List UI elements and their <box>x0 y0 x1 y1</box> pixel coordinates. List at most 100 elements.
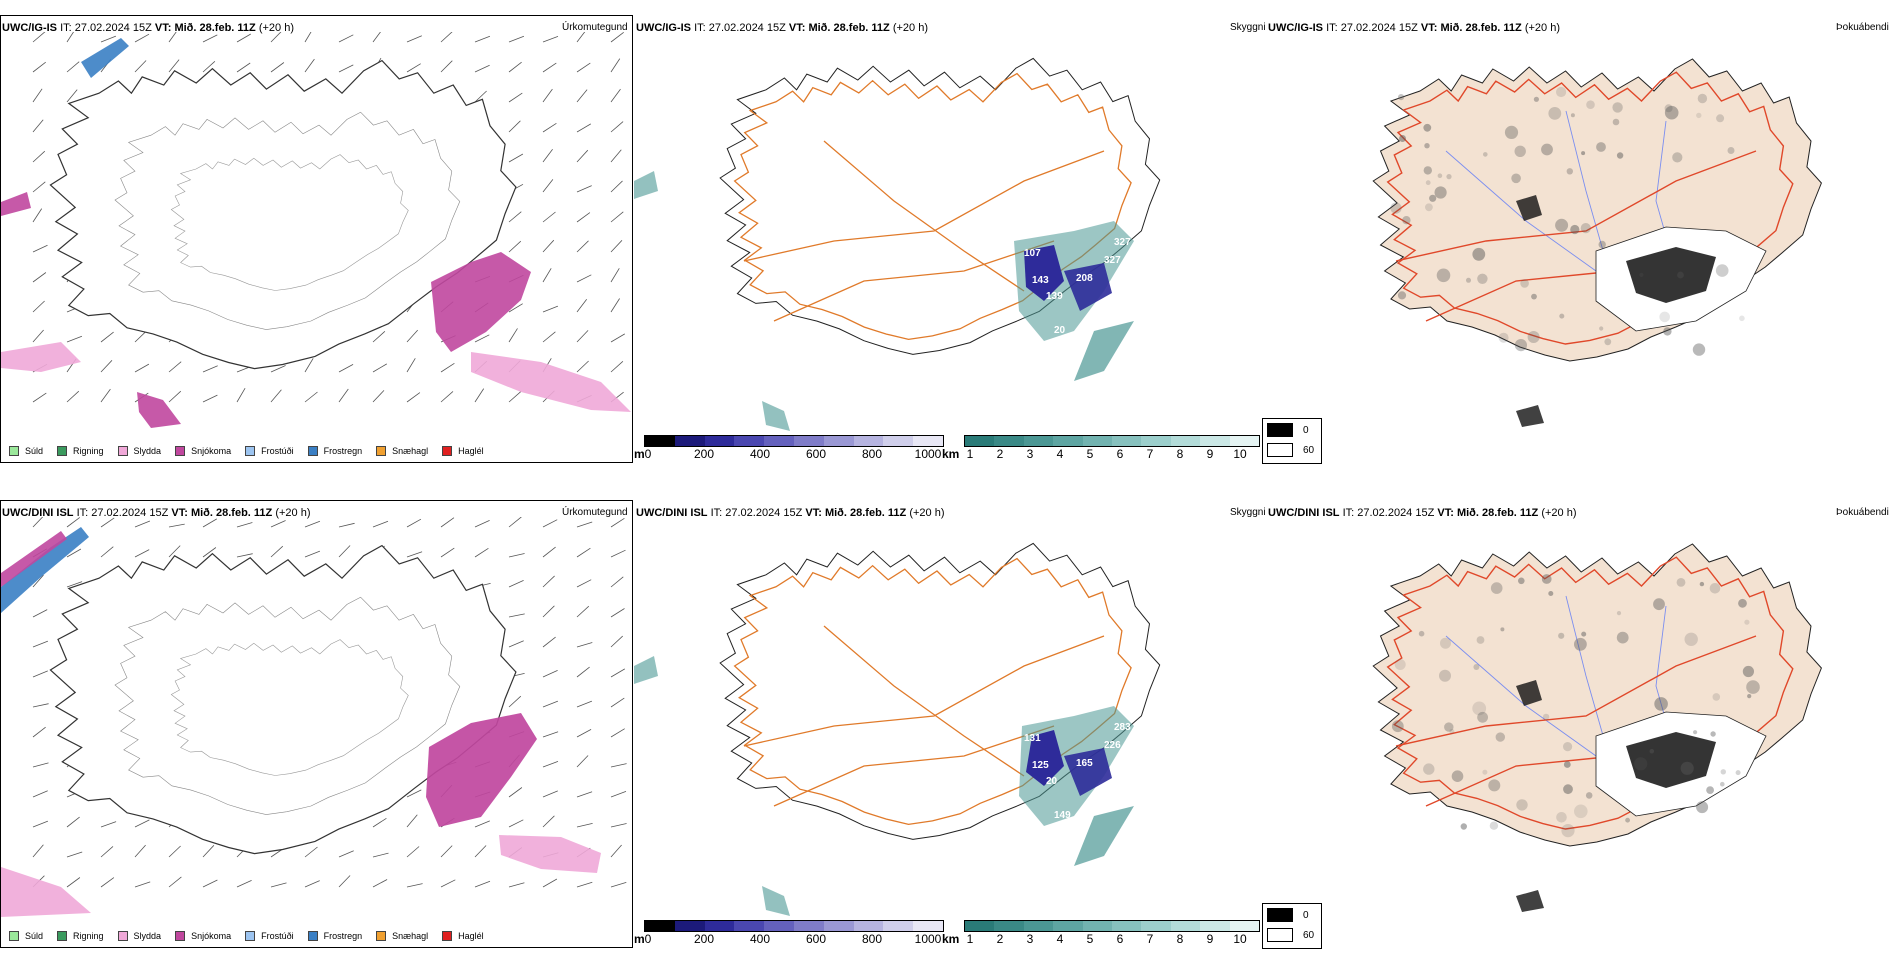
colorbar-segment <box>913 921 943 931</box>
precip-legend: Súld Rigning Slydda Snjókoma Frostúði Frostre… <box>9 931 498 941</box>
legend-label: Snæhagl <box>392 446 429 456</box>
colorbar-tick: 3 <box>1026 447 1034 461</box>
lead-time: (+20 h) <box>275 507 311 519</box>
fog-legend-label: 60 <box>1303 444 1315 456</box>
colorbar-segment <box>1229 921 1260 931</box>
visibility-value-label: 226 <box>1104 740 1121 751</box>
legend-label: Súld <box>25 931 44 941</box>
visibility-m-colorbar <box>644 435 944 447</box>
colorbar-tick: 6 <box>1116 932 1124 946</box>
colorbar-segment <box>1170 436 1201 446</box>
fog-legend-item: 0 <box>1267 423 1309 437</box>
colorbar-segment <box>823 921 854 931</box>
colorbar-tick: 8 <box>1176 447 1184 461</box>
lead-time: (+20 h) <box>892 22 928 34</box>
fog-legend-swatch <box>1267 908 1293 922</box>
panel-header: UWC/DINI ISL IT: 27.02.2024 15Z VT: Mið.… <box>1268 507 1577 519</box>
valid-time-label: VT: <box>1437 507 1454 519</box>
precip-areas <box>1 527 601 917</box>
colorbar-segment <box>734 921 765 931</box>
colorbar-segment <box>883 921 914 931</box>
product-title: Úrkomutegund <box>562 507 628 518</box>
legend-label: Slydda <box>133 931 162 941</box>
colorbar-segment <box>645 921 675 931</box>
legend-item: Rigning <box>57 931 104 941</box>
precip-map <box>1 32 631 428</box>
valid-time-value: Mið. 28.feb. 11Z <box>1440 22 1522 34</box>
legend-label: Snjókoma <box>191 931 232 941</box>
legend-item: Frostúði <box>245 446 294 456</box>
iceland-coastline <box>719 542 1161 840</box>
valid-time-value: Mið. 28.feb. 11Z <box>174 22 256 34</box>
colorbar-segment <box>674 436 705 446</box>
colorbar-segment <box>764 921 794 931</box>
valid-time-value: Mið. 28.feb. 11Z <box>808 22 890 34</box>
colorbar-unit: m <box>634 447 645 461</box>
precip-type-panel: Súld Rigning Slydda Snjókoma Frostúði Frostre… <box>0 15 633 463</box>
legend-item: Rigning <box>57 446 104 456</box>
colorbar-tick: 0 <box>644 932 652 946</box>
colorbar-tick: 0 <box>644 447 652 461</box>
colorbar-tick: 600 <box>805 447 827 461</box>
colorbar-segment <box>823 436 854 446</box>
colorbar-tick: 4 <box>1056 447 1064 461</box>
fog-areas <box>1390 86 1767 427</box>
colorbar-segment <box>674 921 705 931</box>
colorbar-tick: 200 <box>693 447 715 461</box>
legend-label: Frostregn <box>323 446 363 456</box>
panel-header: UWC/DINI ISL IT: 27.02.2024 15Z VT: Mið.… <box>636 507 945 519</box>
product-title: Úrkomutegund <box>562 22 628 33</box>
colorbar-tick: 9 <box>1206 932 1214 946</box>
legend-label: Haglél <box>458 931 484 941</box>
fog-areas <box>1391 574 1767 912</box>
issue-time-value: 27.02.2024 15Z <box>74 22 152 34</box>
fog-index-panel: 0 60 <box>1262 15 1900 475</box>
legend-swatch <box>9 446 19 456</box>
valid-time-value: Mið. 28.feb. 11Z <box>824 507 907 519</box>
product-title: Skyggni <box>1230 22 1266 33</box>
colorbar-tick: 800 <box>861 932 883 946</box>
legend-swatch <box>117 931 128 941</box>
visibility-value-label: 165 <box>1076 758 1093 769</box>
colorbar-tick: 10 <box>1233 447 1247 461</box>
valid-time-value: Mið. 28.feb. 11Z <box>1456 507 1539 519</box>
legend-item: Snjókoma <box>175 931 231 941</box>
product-title: Þokuábendi <box>1836 22 1889 33</box>
legend-swatch <box>307 931 318 941</box>
fog-map <box>1372 543 1822 912</box>
legend-item: Súld <box>9 446 43 456</box>
legend-item: Frostúði <box>245 931 294 941</box>
terrain-contour <box>114 111 461 330</box>
legend-label: Frostregn <box>323 931 363 941</box>
colorbar-unit: km <box>942 932 960 946</box>
terrain-contour <box>170 639 409 776</box>
legend-swatch <box>117 446 128 456</box>
colorbar-segment <box>853 436 884 446</box>
issue-time-label: IT: <box>76 507 89 519</box>
legend-label: Haglél <box>458 446 484 456</box>
colorbar-segment <box>994 921 1024 931</box>
fog-legend: 0 60 <box>1262 418 1322 464</box>
issue-time-label: IT: <box>60 22 72 34</box>
legend-swatch <box>442 931 453 941</box>
panel-header: UWC/IG-IS IT: 27.02.2024 15Z VT: Mið. 28… <box>1268 22 1560 34</box>
fog-legend-label: 0 <box>1303 424 1309 436</box>
colorbar-segment <box>883 436 914 446</box>
colorbar-segment <box>1170 921 1201 931</box>
fog-legend-item: 0 <box>1267 908 1309 922</box>
colorbar-segment <box>645 436 675 446</box>
legend-label: Snjókoma <box>191 446 232 456</box>
colorbar-tick: 8 <box>1176 932 1184 946</box>
iceland-coastline <box>49 544 517 855</box>
colorbar-unit: km <box>942 447 960 461</box>
fog-legend-item: 60 <box>1267 928 1314 942</box>
legend-swatch <box>245 446 256 456</box>
precip-type-panel: Súld Rigning Slydda Snjókoma Frostúði Frostre… <box>0 500 633 948</box>
colorbar-segment <box>1200 921 1230 931</box>
legend-label: Frostúði <box>261 446 294 456</box>
colorbar-segment <box>1082 921 1113 931</box>
issue-time-value: 27.02.2024 15Z <box>91 507 169 519</box>
visibility-value-label: 107 <box>1024 248 1041 259</box>
visibility-map: 107 327 327 143 208 139 20 44 <box>634 57 1161 431</box>
colorbar-segment <box>1023 436 1054 446</box>
